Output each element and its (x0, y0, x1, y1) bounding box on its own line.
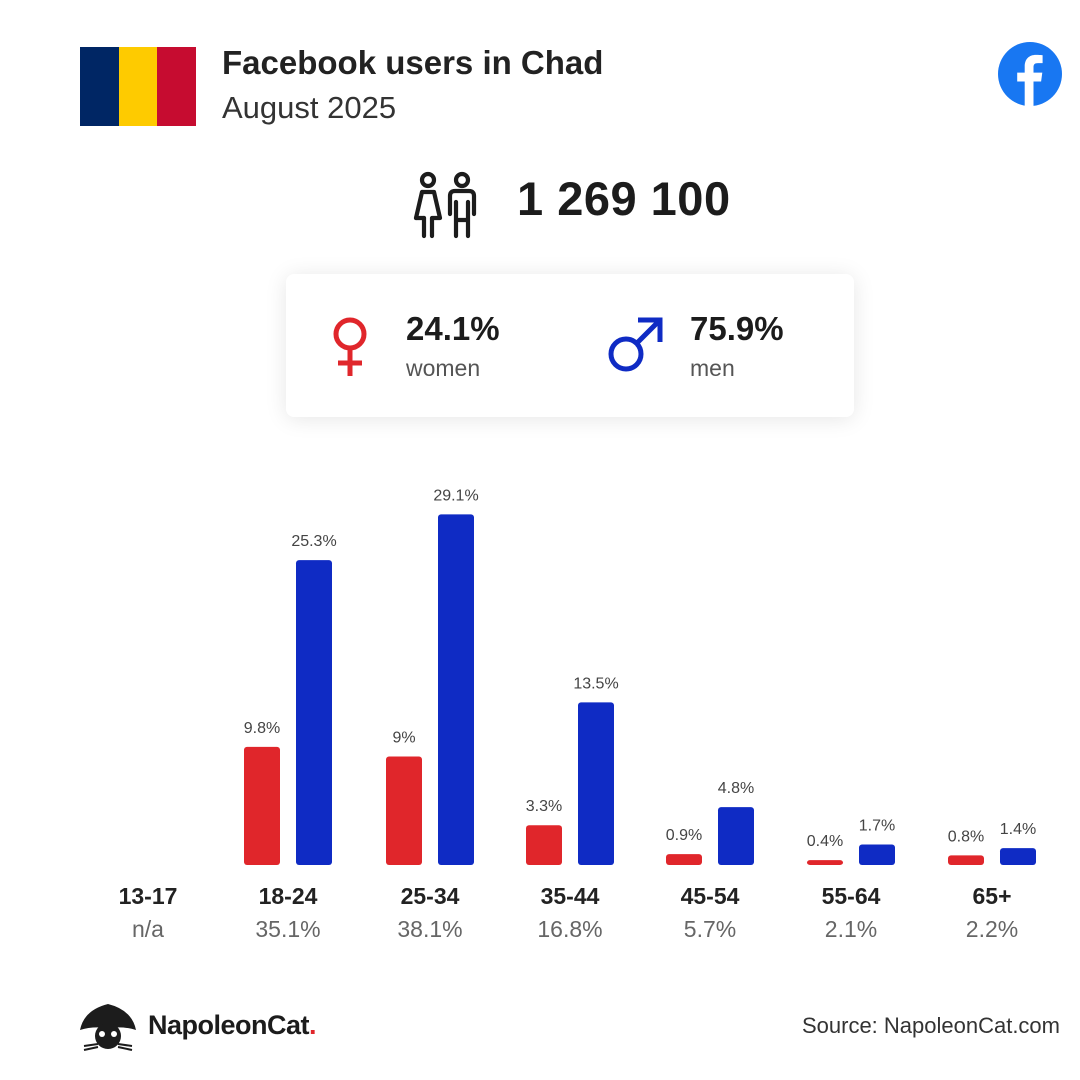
male-symbol-icon (608, 317, 663, 372)
bar-label-women-45-54: 0.9% (666, 827, 702, 844)
category-total: 38.1% (397, 916, 463, 942)
category-name: 35-44 (540, 883, 600, 909)
category-name: 13-17 (118, 883, 178, 909)
category-total: 2.1% (824, 916, 878, 942)
page-title: Facebook users in Chad (222, 44, 604, 81)
bar-label-women-35-44: 3.3% (526, 798, 562, 815)
total-users: 1 269 100 (0, 165, 1080, 245)
bar-label-men-25-34: 29.1% (433, 487, 478, 504)
flag-stripe-red (157, 47, 197, 126)
category-name: 55-64 (821, 883, 881, 909)
category-total: 2.2% (965, 916, 1019, 942)
bar-label-women-18-24: 9.8% (244, 720, 280, 737)
bar-women-35-44 (526, 825, 562, 865)
category-18-24: 18-24 35.1% (218, 883, 358, 943)
category-total: 5.7% (683, 916, 737, 942)
bar-men-25-34 (438, 514, 474, 865)
bar-men-45-54 (718, 807, 754, 865)
bar-men-55-64 (859, 844, 895, 865)
bar-label-women-55-64: 0.4% (807, 833, 843, 850)
people-icon (413, 171, 477, 239)
men-percentage: 75.9% (690, 310, 784, 347)
flag-stripe-yellow (118, 47, 158, 126)
gender-split-card: 24.1% women 75.9% men (286, 274, 854, 417)
flag-stripe-blue (80, 47, 119, 126)
napoleoncat-logo[interactable]: NapoleonCat. (78, 1000, 338, 1052)
total-users-value: 1 269 100 (517, 172, 731, 225)
bar-label-men-45-54: 4.8% (718, 780, 754, 797)
bar-label-men-65+: 1.4% (1000, 821, 1036, 838)
facebook-icon (998, 42, 1062, 106)
bar-women-45-54 (666, 854, 702, 865)
bar-women-55-64 (807, 860, 843, 865)
bar-label-women-65+: 0.8% (948, 828, 984, 845)
men-label: men (690, 355, 735, 381)
napoleoncat-cat-icon (80, 1004, 136, 1051)
bar-label-men-55-64: 1.7% (859, 818, 895, 835)
category-total: 16.8% (537, 916, 603, 942)
bar-men-18-24 (296, 560, 332, 865)
category-65-plus: 65+ 2.2% (922, 883, 1062, 943)
category-name: 65+ (972, 883, 1012, 909)
bar-men-35-44 (578, 702, 614, 865)
women-label: women (406, 355, 481, 381)
category-55-64: 55-64 2.1% (781, 883, 921, 943)
brand-name: NapoleonCat (148, 1010, 310, 1040)
bar-women-65+ (948, 855, 984, 865)
bar-label-men-35-44: 13.5% (573, 675, 618, 692)
bar-women-18-24 (244, 746, 280, 865)
country-flag (80, 47, 197, 126)
category-45-54: 45-54 5.7% (640, 883, 780, 943)
bar-men-65+ (1000, 848, 1036, 865)
brand-dot: . (309, 1010, 317, 1040)
age-gender-bar-chart: 9.8% 25.3% 9% 29.1% 3.3% 13.5% 0.9% 4.8% 0.4% 1.7… (244, 487, 1036, 865)
category-25-34: 25-34 38.1% (360, 883, 500, 943)
category-total: n/a (132, 916, 164, 942)
category-name: 45-54 (680, 883, 740, 909)
source-credit: Source: NapoleonCat.com (801, 1013, 1060, 1038)
category-13-17: 13-17 n/a (78, 883, 218, 943)
category-35-44: 35-44 16.8% (500, 883, 640, 943)
category-total: 35.1% (255, 916, 321, 942)
category-name: 25-34 (400, 883, 460, 909)
female-symbol-icon (333, 317, 367, 376)
women-percentage: 24.1% (406, 310, 500, 347)
bar-women-25-34 (386, 756, 422, 865)
bar-label-women-25-34: 9% (392, 730, 415, 747)
bar-label-men-18-24: 25.3% (291, 533, 336, 550)
page-subtitle: August 2025 (222, 90, 397, 125)
category-name: 18-24 (258, 883, 318, 909)
